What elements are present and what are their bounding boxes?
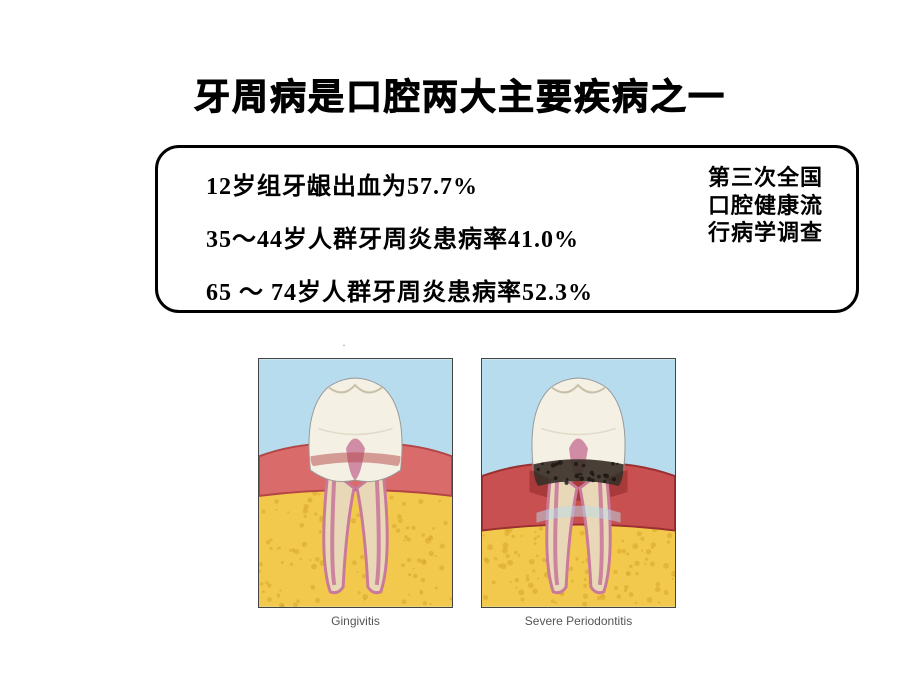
page-indicator: · xyxy=(342,338,350,353)
figure-gingivitis: Gingivitis xyxy=(258,358,453,628)
gingivitis-illustration xyxy=(258,358,453,608)
stat-line-1: 12岁组牙龈出血为57.7% xyxy=(206,166,593,201)
stat-line-3: 65 ～ 74岁人群牙周炎患病率52.3% xyxy=(206,272,593,307)
slide-title: 牙周病是口腔两大主要疾病之一 xyxy=(0,68,920,120)
source-note: 第三次全国口腔健康流行病学调查 xyxy=(708,164,828,247)
statistics-box: 12岁组牙龈出血为57.7% 35～44岁人群牙周炎患病率41.0% 65 ～ … xyxy=(155,145,859,313)
figure-periodontitis: Severe Periodontitis xyxy=(481,358,676,628)
stat-line-2: 35～44岁人群牙周炎患病率41.0% xyxy=(206,219,593,254)
caption-gingivitis: Gingivitis xyxy=(331,614,380,628)
statistics-list: 12岁组牙龈出血为57.7% 35～44岁人群牙周炎患病率41.0% 65 ～ … xyxy=(206,166,593,307)
caption-periodontitis: Severe Periodontitis xyxy=(525,614,632,628)
periodontitis-illustration xyxy=(481,358,676,608)
figures-row: Gingivitis Severe Periodontitis xyxy=(258,358,678,628)
